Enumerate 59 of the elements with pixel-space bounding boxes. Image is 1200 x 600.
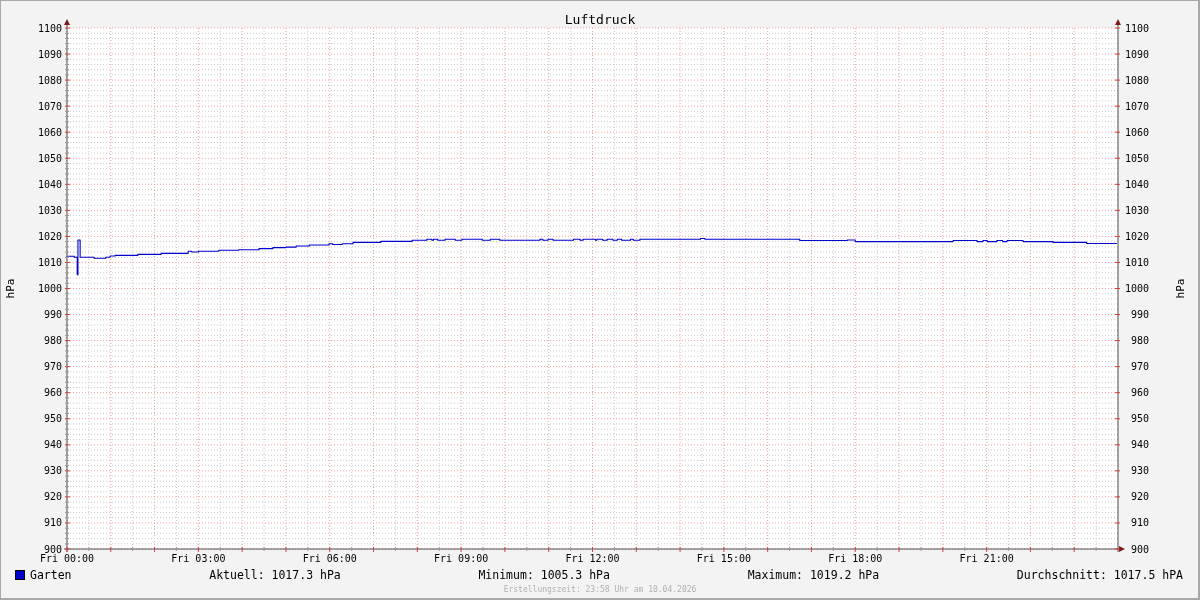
y-tick-label: 1080 — [37, 74, 62, 86]
y-tick-label: 1030 — [37, 204, 62, 216]
text: Maximum: 1019.2 hPa — [747, 568, 880, 582]
y-tick-label: 1050 — [37, 152, 62, 164]
y-tick-label: 1020 — [37, 230, 62, 242]
x-tick-label: Fri 21:00 — [959, 552, 1014, 564]
y-tick-label: 930 — [43, 465, 62, 477]
text: Minimum: 1005.3 hPa — [478, 568, 610, 582]
y-tick-label: 1010 — [37, 256, 62, 268]
y-tick-label: 1060 — [37, 126, 62, 138]
y-tick-label: 950 — [43, 413, 62, 425]
y-tick-label: 960 — [43, 387, 62, 399]
y-tick-label: 900 — [43, 543, 62, 555]
x-tick-label: Fri 06:00 — [302, 552, 357, 564]
y-tick-label: 940 — [43, 439, 62, 451]
x-tick-label: Fri 15:00 — [696, 552, 751, 564]
x-tick-label: Fri 00:00 — [39, 552, 95, 564]
y-tick-label: 910 — [43, 517, 62, 529]
y-tick-label: 970 — [43, 361, 62, 373]
y-tick-label: 980 — [43, 335, 62, 347]
y2-tick-label: 1020 — [1124, 230, 1149, 242]
y-tick-label: 1040 — [37, 178, 62, 190]
y-tick-label: 1100 — [37, 22, 62, 34]
y-tick-label: 990 — [43, 309, 62, 321]
y2-tick-label: 1000 — [1124, 283, 1149, 294]
y2-tick-label: 1100 — [1124, 22, 1149, 34]
x-tick-label: Fri 12:00 — [565, 552, 620, 564]
y2-tick-label: 980 — [1130, 335, 1149, 347]
y2-tick-label: 920 — [1130, 491, 1149, 503]
y2-tick-label: 900 — [1130, 543, 1149, 555]
y2-tick-label: 960 — [1130, 387, 1149, 399]
y2-tick-label: 950 — [1130, 413, 1149, 425]
y2-tick-label: 1060 — [1124, 126, 1149, 138]
text: Durchschnitt: 1017.5 hPA — [1016, 568, 1184, 582]
y2-tick-label: 1070 — [1124, 100, 1149, 112]
text: Erstellungszeit: 23:58 Uhr am 10.04.2026 — [503, 584, 697, 594]
y2-tick-label: 910 — [1130, 517, 1149, 529]
text: Aktuell: 1017.3 hPa — [209, 568, 341, 582]
y2-tick-label: 940 — [1130, 439, 1149, 451]
y-axis-title: hPa — [3, 278, 17, 299]
x-tick-label: Fri 18:00 — [828, 552, 883, 564]
y2-tick-label: 1050 — [1124, 152, 1149, 164]
y2-tick-label: 1090 — [1124, 48, 1149, 60]
y-tick-label: 1000 — [37, 283, 62, 294]
y2-tick-label: 990 — [1130, 309, 1149, 321]
y-tick-label: 920 — [43, 491, 62, 503]
x-tick-label: Fri 03:00 — [171, 552, 226, 564]
y2-axis-title: hPa — [1173, 278, 1187, 299]
y2-tick-label: 1030 — [1124, 204, 1149, 216]
legend-label: Garten — [30, 568, 72, 582]
x-tick-label: Fri 09:00 — [434, 552, 489, 564]
y2-tick-label: 1010 — [1124, 256, 1149, 268]
chart-title: Luftdruck — [564, 11, 636, 27]
y-tick-label: 1070 — [37, 100, 62, 112]
y2-tick-label: 970 — [1130, 361, 1149, 373]
y2-tick-label: 1040 — [1124, 178, 1149, 190]
y2-tick-label: 1080 — [1124, 74, 1149, 86]
y2-tick-label: 930 — [1130, 465, 1149, 477]
y-tick-label: 1090 — [37, 48, 62, 60]
